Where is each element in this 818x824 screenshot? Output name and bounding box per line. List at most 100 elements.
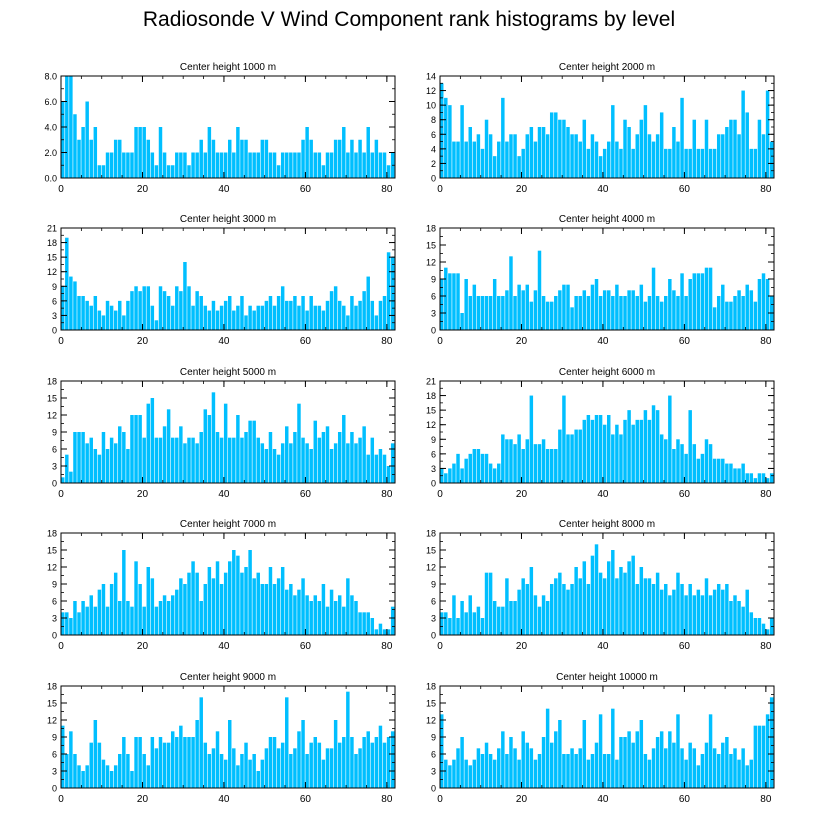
histogram-bar bbox=[158, 286, 163, 330]
histogram-bar bbox=[150, 398, 155, 483]
histogram-bar bbox=[65, 454, 69, 483]
chart-panel-10: Center height 10000 m 0 20 40 60 80 0 3 6 9 12 15 18 bbox=[426, 672, 775, 805]
histogram-bar bbox=[749, 759, 754, 788]
histogram-bar bbox=[460, 601, 464, 635]
histogram-bar bbox=[566, 754, 570, 788]
histogram-bar bbox=[390, 731, 395, 788]
histogram-bar bbox=[333, 286, 338, 330]
y-tick-label: 15 bbox=[47, 253, 57, 263]
histogram-bar bbox=[769, 141, 774, 178]
x-tick-label: 40 bbox=[597, 489, 609, 500]
histogram-bar bbox=[370, 618, 375, 635]
histogram-bar bbox=[280, 742, 285, 788]
y-tick-label: 12 bbox=[426, 563, 436, 573]
y-tick-label: 4 bbox=[431, 144, 436, 154]
histogram-bar bbox=[150, 737, 155, 788]
histogram-bar bbox=[765, 714, 770, 788]
histogram-bar bbox=[390, 443, 395, 483]
y-tick-label: 15 bbox=[47, 546, 57, 556]
histogram-bar bbox=[558, 720, 562, 788]
histogram-bar bbox=[517, 284, 521, 330]
chart-panel-8: Center height 8000 m 0 20 40 60 80 0 3 6 9 12 15 18 bbox=[426, 519, 775, 652]
histogram-bar bbox=[244, 315, 248, 330]
histogram-bar bbox=[570, 307, 574, 330]
histogram-bar bbox=[236, 415, 240, 483]
histogram-bar bbox=[309, 449, 313, 483]
histogram-bar bbox=[134, 127, 138, 178]
x-tick-label: 0 bbox=[58, 641, 64, 652]
histogram-bar bbox=[252, 420, 256, 483]
histogram-bar bbox=[704, 578, 709, 635]
histogram-bar bbox=[236, 765, 240, 788]
histogram-bar bbox=[252, 310, 256, 330]
panel-title: Center height 1000 m bbox=[180, 62, 276, 73]
x-tick-label: 20 bbox=[516, 641, 528, 652]
histogram-bar bbox=[716, 584, 721, 635]
histogram-bar bbox=[484, 572, 489, 635]
histogram-bar bbox=[749, 612, 754, 635]
histogram-bar bbox=[452, 759, 456, 788]
histogram-bar bbox=[85, 101, 89, 178]
histogram-bar bbox=[745, 284, 749, 330]
histogram-bar bbox=[191, 152, 195, 178]
histogram-bar bbox=[484, 119, 489, 178]
histogram-bar bbox=[386, 737, 391, 788]
histogram-bar bbox=[664, 148, 668, 178]
x-tick-label: 40 bbox=[597, 641, 609, 652]
histogram-bar bbox=[529, 567, 534, 635]
histogram-bar bbox=[684, 759, 688, 788]
histogram-bar bbox=[659, 434, 664, 483]
histogram-bar bbox=[659, 731, 664, 788]
histogram-bar bbox=[77, 139, 81, 178]
histogram-bar bbox=[272, 737, 277, 788]
y-tick-label: 21 bbox=[47, 224, 57, 234]
x-tick-label: 40 bbox=[597, 336, 609, 347]
histogram-bar bbox=[113, 765, 118, 788]
histogram-bar bbox=[223, 759, 228, 788]
histogram-bar bbox=[696, 273, 701, 330]
histogram-bar bbox=[166, 742, 171, 788]
histogram-bar bbox=[721, 742, 725, 788]
histogram-bar bbox=[195, 152, 199, 178]
histogram-bar bbox=[659, 301, 664, 330]
histogram-bar bbox=[448, 273, 452, 330]
histogram-bar bbox=[611, 434, 615, 483]
x-tick-label: 40 bbox=[218, 184, 230, 195]
histogram-bar bbox=[680, 584, 684, 635]
histogram-bar bbox=[676, 572, 680, 635]
histogram-bar bbox=[578, 748, 582, 788]
histogram-bar bbox=[676, 296, 680, 330]
histogram-bar bbox=[350, 737, 354, 788]
histogram-bar bbox=[109, 584, 114, 635]
histogram-bar bbox=[708, 444, 713, 483]
histogram-bar bbox=[73, 601, 77, 635]
histogram-bar bbox=[554, 731, 558, 788]
histogram-bar bbox=[158, 601, 163, 635]
histogram-bar bbox=[142, 754, 146, 788]
histogram-bar bbox=[716, 458, 721, 483]
histogram-bar bbox=[154, 606, 159, 635]
histogram-bar bbox=[93, 606, 98, 635]
histogram-bar bbox=[354, 754, 358, 788]
histogram-bar bbox=[444, 612, 448, 635]
histogram-bar bbox=[680, 444, 684, 483]
histogram-bar bbox=[386, 252, 391, 330]
histogram-bar bbox=[733, 119, 737, 178]
histogram-bar bbox=[329, 152, 334, 178]
histogram-bar bbox=[166, 165, 171, 178]
histogram-bar bbox=[268, 296, 273, 330]
histogram-bar bbox=[574, 134, 578, 178]
x-tick-label: 60 bbox=[679, 184, 691, 195]
histogram-bar bbox=[317, 305, 322, 330]
histogram-bar bbox=[545, 449, 550, 483]
histogram-bar bbox=[574, 296, 578, 330]
histogram-bar bbox=[293, 748, 297, 788]
histogram-bar bbox=[570, 584, 574, 635]
histogram-bar bbox=[256, 572, 260, 635]
y-tick-label: 0 bbox=[431, 784, 436, 794]
histogram-bar bbox=[472, 612, 477, 635]
histogram-bar bbox=[590, 754, 595, 788]
histogram-bar bbox=[566, 127, 570, 178]
histogram-bar bbox=[684, 296, 688, 330]
y-tick-label: 3 bbox=[431, 309, 436, 319]
